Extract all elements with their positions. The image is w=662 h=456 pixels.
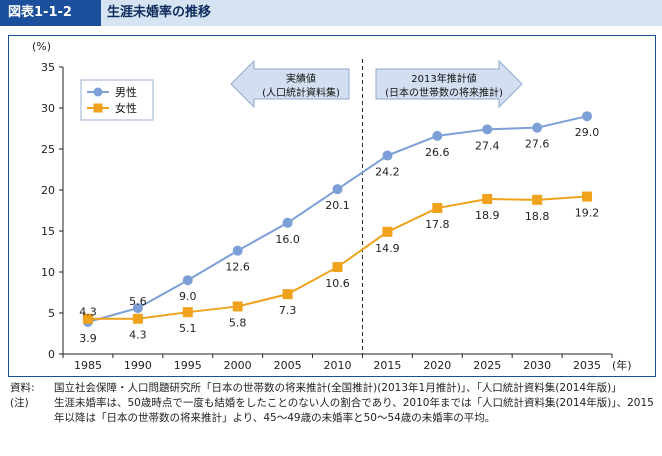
actual-values-source: (人口統計資料集) bbox=[262, 86, 340, 99]
projection-label: 2013年推計値 bbox=[411, 72, 476, 85]
data-point-female bbox=[582, 191, 593, 202]
x-tick-label: 2005 bbox=[274, 359, 302, 372]
data-label-male: 9.0 bbox=[179, 290, 197, 303]
data-label-male: 29.0 bbox=[575, 126, 600, 139]
x-tick-label: 1995 bbox=[174, 359, 202, 372]
legend-male-label: 男性 bbox=[115, 85, 137, 99]
source-note: 資料: 国立社会保障・人口問題研究所「日本の世帯数の将来推計(全国推計)(201… bbox=[10, 381, 656, 396]
data-point-female bbox=[382, 226, 393, 237]
data-label-female: 4.3 bbox=[129, 329, 147, 342]
data-point-male bbox=[432, 130, 443, 141]
legend-female-label: 女性 bbox=[115, 101, 137, 115]
projection-source: (日本の世帯数の将来推計) bbox=[385, 86, 503, 99]
x-tick-label: 2010 bbox=[324, 359, 352, 372]
data-label-male: 20.1 bbox=[325, 199, 350, 212]
y-tick-label: 30 bbox=[41, 102, 55, 115]
y-tick-label: 10 bbox=[41, 266, 55, 279]
data-label-male: 16.0 bbox=[275, 233, 300, 246]
data-label-male: 26.6 bbox=[425, 146, 450, 159]
data-point-male bbox=[182, 275, 193, 286]
data-point-female bbox=[182, 307, 193, 318]
legend-male-marker bbox=[93, 87, 103, 97]
y-tick-label: 25 bbox=[41, 143, 55, 156]
data-label-female: 7.3 bbox=[279, 304, 297, 317]
data-point-female bbox=[232, 301, 243, 312]
data-label-female: 4.3 bbox=[79, 306, 97, 319]
data-label-male: 27.4 bbox=[475, 139, 500, 152]
data-point-male bbox=[282, 217, 293, 228]
data-label-female: 5.1 bbox=[179, 322, 197, 335]
data-label-female: 18.8 bbox=[525, 210, 550, 223]
actual-values-label: 実績値 bbox=[286, 72, 316, 85]
line-chart: (%) (年) 実績値 (人口統計資料集) 2013年推計値 (日本の世帯数の将… bbox=[32, 40, 632, 372]
x-tick-label: 2015 bbox=[373, 359, 401, 372]
x-axis-unit-label: (年) bbox=[612, 358, 632, 372]
data-label-male: 12.6 bbox=[225, 261, 250, 274]
source-label: 資料: bbox=[10, 382, 35, 394]
x-tick-label: 2035 bbox=[573, 359, 601, 372]
data-point-female bbox=[432, 203, 443, 214]
x-tick-label: 2000 bbox=[224, 359, 252, 372]
chart-frame: (%) (年) 実績値 (人口統計資料集) 2013年推計値 (日本の世帯数の将… bbox=[8, 35, 656, 377]
series-line-female bbox=[87, 195, 588, 320]
data-point-male bbox=[382, 150, 393, 161]
projection-arrow bbox=[375, 59, 523, 109]
data-point-male bbox=[532, 122, 543, 133]
data-point-male bbox=[132, 303, 143, 314]
data-label-female: 5.8 bbox=[229, 316, 247, 329]
figure-header: 図表1-1-2 生涯未婚率の推移 bbox=[0, 0, 662, 26]
figure-label: 図表1-1-2 bbox=[0, 0, 101, 26]
footnote-label: (注) bbox=[10, 397, 29, 409]
legend-box bbox=[80, 79, 154, 121]
y-tick-label: 15 bbox=[41, 225, 55, 238]
data-label-female: 14.9 bbox=[375, 242, 400, 255]
data-label-male: 27.6 bbox=[525, 138, 550, 151]
data-point-female bbox=[482, 194, 493, 205]
data-point-male bbox=[582, 111, 593, 122]
data-label-male: 3.9 bbox=[79, 332, 97, 345]
y-tick-label: 0 bbox=[48, 348, 55, 361]
x-tick-label: 2025 bbox=[473, 359, 501, 372]
figure-title: 生涯未婚率の推移 bbox=[101, 0, 662, 26]
x-tick-label: 2020 bbox=[423, 359, 451, 372]
series-line-male bbox=[87, 115, 588, 323]
data-point-female bbox=[332, 262, 343, 273]
notes: 資料: 国立社会保障・人口問題研究所「日本の世帯数の将来推計(全国推計)(201… bbox=[10, 381, 656, 426]
legend-female-marker bbox=[93, 103, 103, 113]
x-tick-label: 2030 bbox=[523, 359, 551, 372]
data-point-male bbox=[232, 245, 243, 256]
footnote: (注) 生涯未婚率は、50歳時点で一度も結婚をしたことのない人の割合であり、20… bbox=[10, 396, 656, 426]
x-tick-label: 1985 bbox=[74, 359, 102, 372]
data-point-female bbox=[532, 194, 543, 205]
data-point-female bbox=[82, 313, 93, 324]
data-label-female: 17.8 bbox=[425, 218, 450, 231]
footnote-text: 生涯未婚率は、50歳時点で一度も結婚をしたことのない人の割合であり、2010年ま… bbox=[54, 397, 654, 424]
data-label-female: 18.9 bbox=[475, 209, 500, 222]
y-tick-label: 20 bbox=[41, 184, 55, 197]
data-point-male bbox=[482, 124, 493, 135]
x-tick-label: 1990 bbox=[124, 359, 152, 372]
y-tick-label: 5 bbox=[48, 307, 55, 320]
y-tick-label: 35 bbox=[41, 61, 55, 74]
source-text: 国立社会保障・人口問題研究所「日本の世帯数の将来推計(全国推計)(2013年1月… bbox=[54, 382, 622, 394]
data-label-male: 24.2 bbox=[375, 166, 400, 179]
y-axis-unit-label: (%) bbox=[32, 40, 51, 53]
data-label-female: 19.2 bbox=[575, 207, 600, 220]
data-label-male: 5.6 bbox=[129, 295, 147, 308]
actual-values-arrow bbox=[230, 59, 350, 109]
data-label-female: 10.6 bbox=[325, 277, 350, 290]
data-point-female bbox=[132, 313, 143, 324]
data-point-male bbox=[332, 184, 343, 195]
data-point-female bbox=[282, 289, 293, 300]
